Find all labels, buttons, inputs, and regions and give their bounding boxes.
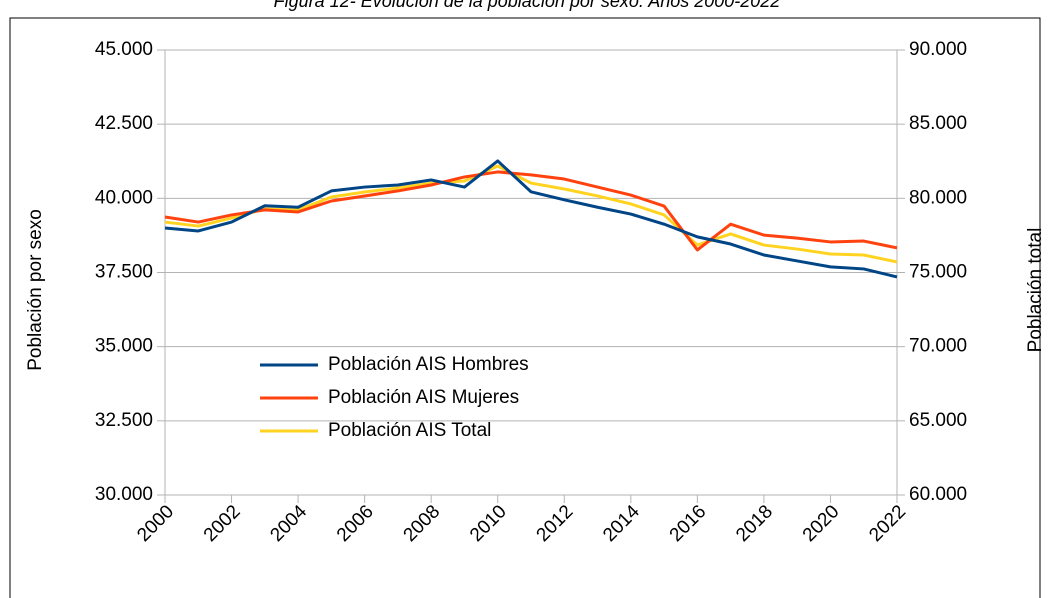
y2-tick-label: 85.000 xyxy=(909,113,967,134)
y2-tick-label: 80.000 xyxy=(909,187,967,208)
y-axis-label: Población por sexo xyxy=(25,209,46,371)
x-tick-label: 2018 xyxy=(732,501,777,546)
x-tick-label: 2022 xyxy=(865,501,910,546)
x-tick-label: 2008 xyxy=(400,501,445,546)
y-tick-label: 45.000 xyxy=(95,39,153,60)
x-tick-label: 2014 xyxy=(599,501,644,546)
data-line xyxy=(164,164,898,264)
data-line xyxy=(164,170,898,252)
y-tick-label: 42.500 xyxy=(95,113,153,134)
data-line xyxy=(164,159,898,279)
y-tick-label: 30.000 xyxy=(95,484,153,505)
x-tick-label: 2016 xyxy=(666,501,711,546)
y2-tick-label: 65.000 xyxy=(909,410,967,431)
x-tick-label: 2004 xyxy=(266,501,311,546)
x-tick-label: 2006 xyxy=(333,501,378,546)
y-tick-label: 35.000 xyxy=(95,336,153,357)
chart-frame xyxy=(9,17,1041,598)
y2-tick-label: 60.000 xyxy=(909,484,967,505)
chart-title: Figura 12- Evolución de la población por… xyxy=(274,0,781,11)
y2-axis-label: Población total xyxy=(1025,228,1046,353)
y2-tick-label: 75.000 xyxy=(909,262,967,283)
x-tick-label: 2000 xyxy=(133,501,178,546)
y-tick-label: 40.000 xyxy=(95,187,153,208)
x-tick-label: 2002 xyxy=(200,501,245,546)
y2-tick-label: 70.000 xyxy=(909,336,967,357)
legend-label: Población AIS Hombres xyxy=(328,354,529,375)
y-tick-label: 32.500 xyxy=(95,410,153,431)
x-tick-label: 2010 xyxy=(466,501,511,546)
x-tick-label: 2020 xyxy=(799,501,844,546)
y2-tick-label: 90.000 xyxy=(909,39,967,60)
x-tick-label: 2012 xyxy=(533,501,578,546)
legend-label: Población AIS Mujeres xyxy=(328,387,519,408)
y-tick-label: 37.500 xyxy=(95,262,153,283)
legend-label: Población AIS Total xyxy=(328,420,491,441)
